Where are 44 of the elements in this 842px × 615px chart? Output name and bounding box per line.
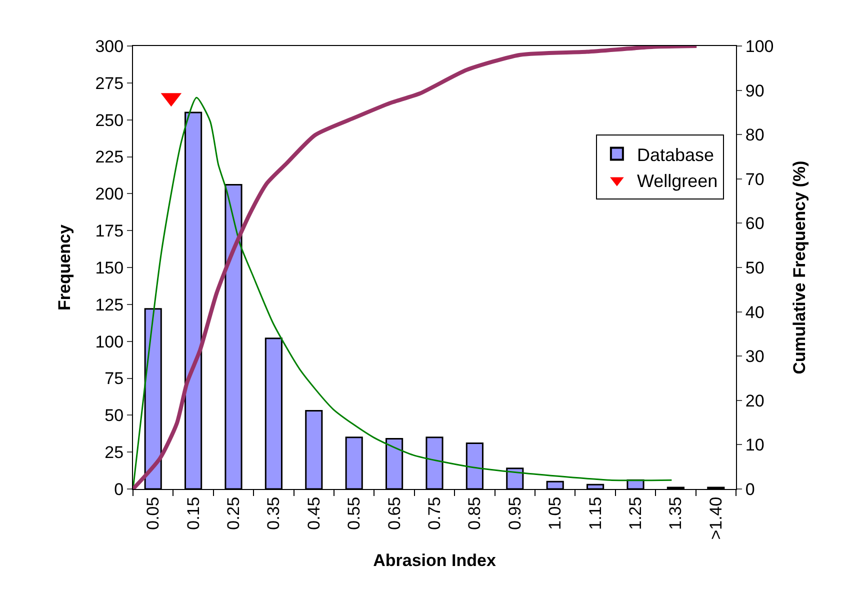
y2-axis-title: Cumulative Frequency (%) (790, 160, 810, 374)
y2-tick-label: 10 (745, 436, 764, 455)
y-tick-label: 0 (114, 480, 124, 499)
y2-tick-label: 30 (745, 347, 764, 366)
y2-tick-label: 60 (745, 214, 764, 234)
x-tick-label: 1.35 (666, 496, 686, 530)
legend-label: Database (636, 144, 714, 165)
x-tick-label: 0.15 (184, 496, 203, 530)
y2-tick-label: 20 (745, 391, 764, 410)
x-tick-label: 0.45 (304, 496, 324, 530)
x-tick-label: 0.55 (344, 496, 364, 530)
y-tick-label: 125 (95, 295, 124, 314)
y-tick-label: 150 (95, 258, 124, 278)
y2-tick-label: 80 (745, 126, 764, 145)
y2-tick-label: 70 (745, 170, 764, 189)
x-axis-title: Abrasion Index (373, 551, 496, 570)
y-axis-title: Frequency (54, 224, 74, 310)
x-tick-label: 0.65 (384, 496, 404, 530)
x-tick-label: 0.95 (505, 496, 524, 530)
y-tick-label: 75 (104, 369, 124, 388)
y-tick-label: 225 (95, 148, 124, 167)
x-tick-label: 0.05 (144, 496, 163, 530)
y2-tick-label: 90 (745, 81, 764, 100)
legend-label: Wellgreen (636, 171, 718, 192)
x-tick-label: 0.75 (425, 496, 444, 530)
x-tick-label: 0.25 (224, 496, 244, 530)
y2-tick-label: 0 (745, 480, 755, 499)
y2-tick-label: 50 (745, 258, 764, 278)
x-tick-label: 1.05 (546, 496, 565, 530)
y-tick-label: 25 (104, 443, 124, 462)
y-tick-label: 175 (95, 222, 124, 241)
y2-tick-label: 100 (745, 36, 774, 56)
y-tick-label: 50 (104, 406, 124, 426)
y-tick-label: 100 (95, 332, 124, 352)
x-tick-label: 0.35 (264, 496, 284, 530)
x-tick-label: 1.15 (586, 496, 605, 530)
y-tick-label: 275 (95, 74, 124, 93)
x-tick-label: 1.25 (626, 496, 646, 530)
x-tick-label: >1.40 (706, 496, 726, 540)
y-tick-label: 200 (95, 184, 124, 204)
x-tick-label: 0.85 (465, 496, 484, 530)
y-tick-label: 300 (95, 36, 124, 56)
y-tick-label: 250 (95, 110, 124, 130)
y2-tick-label: 40 (745, 302, 764, 322)
